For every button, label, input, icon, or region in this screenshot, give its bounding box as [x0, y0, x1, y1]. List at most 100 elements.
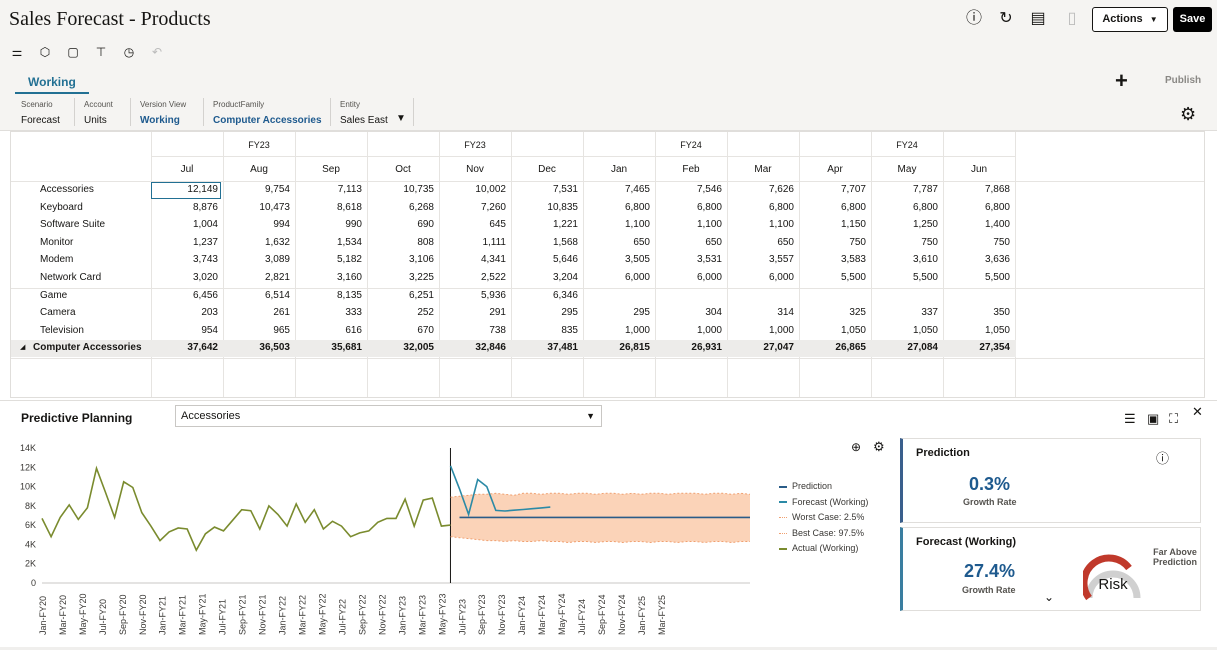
- grid-cell[interactable]: 750: [993, 237, 1010, 248]
- grid-cell[interactable]: 37,642: [187, 342, 218, 353]
- pov-scenario[interactable]: Scenario Forecast: [21, 100, 60, 128]
- grid-cell[interactable]: 3,225: [408, 272, 434, 283]
- pov-entity[interactable]: Entity Sales East: [340, 100, 388, 128]
- grid-cell[interactable]: 670: [417, 325, 434, 336]
- pov-product-family[interactable]: ProductFamily Computer Accessories: [213, 100, 322, 128]
- grid-cell[interactable]: 5,500: [912, 272, 938, 283]
- grid-cell[interactable]: 27,047: [763, 342, 794, 353]
- grid-cell[interactable]: 26,865: [835, 342, 866, 353]
- grid-cell[interactable]: 7,113: [337, 184, 362, 195]
- grid-cell[interactable]: 295: [561, 307, 578, 318]
- zoom-icon[interactable]: ⊕: [851, 440, 862, 454]
- row-header[interactable]: Game: [40, 290, 68, 301]
- grid-cell[interactable]: 7,465: [624, 184, 650, 195]
- close-icon[interactable]: ✕: [1192, 404, 1203, 419]
- grid-cell[interactable]: 6,800: [912, 202, 938, 213]
- grid-cell[interactable]: 1,150: [840, 219, 866, 230]
- grid-cell[interactable]: 36,503: [259, 342, 290, 353]
- grid-cell[interactable]: 1,050: [912, 325, 938, 336]
- publish-button[interactable]: Publish: [1165, 75, 1202, 86]
- grid-cell[interactable]: 26,931: [691, 342, 722, 353]
- hierarchy-icon[interactable]: ⊤: [95, 45, 107, 59]
- grid-cell[interactable]: 738: [489, 325, 506, 336]
- grid-cell[interactable]: 350: [993, 307, 1010, 318]
- grid-cell[interactable]: 252: [417, 307, 434, 318]
- grid-cell[interactable]: 6,456: [192, 290, 218, 301]
- grid-cell[interactable]: 3,106: [408, 254, 434, 265]
- grid-cell[interactable]: 1,100: [768, 219, 794, 230]
- grid-cell[interactable]: 6,000: [696, 272, 722, 283]
- grid-cell[interactable]: 6,800: [624, 202, 650, 213]
- grid-cell[interactable]: 1,250: [912, 219, 938, 230]
- grid-cell[interactable]: 7,531: [552, 184, 578, 195]
- undo-icon[interactable]: ↶: [151, 45, 163, 59]
- history-icon[interactable]: ◷: [123, 45, 135, 59]
- clipboard-icon[interactable]: ▣: [1147, 411, 1160, 426]
- grid-cell[interactable]: 6,800: [768, 202, 794, 213]
- expand-icon[interactable]: ⛶: [1169, 411, 1179, 426]
- grid-cell[interactable]: 2,821: [264, 272, 290, 283]
- row-header[interactable]: Modem: [40, 254, 74, 265]
- menu-icon[interactable]: ☰: [1124, 411, 1136, 426]
- row-header[interactable]: Network Card: [40, 272, 102, 283]
- grid-cell[interactable]: 650: [705, 237, 722, 248]
- grid-cell[interactable]: 3,505: [624, 254, 650, 265]
- grid-cell[interactable]: 7,868: [984, 184, 1010, 195]
- grid-cell[interactable]: 6,800: [984, 202, 1010, 213]
- grid-cell[interactable]: 1,111: [482, 237, 506, 248]
- save-button[interactable]: Save: [1173, 7, 1212, 32]
- cube-icon[interactable]: ⬡: [39, 45, 51, 59]
- grid-cell[interactable]: 325: [849, 307, 866, 318]
- grid-cell[interactable]: 32,005: [403, 342, 434, 353]
- grid-cell[interactable]: 333: [345, 307, 362, 318]
- row-header[interactable]: Television: [40, 325, 84, 336]
- grid-cell[interactable]: 12,149: [187, 184, 218, 195]
- grid-cell[interactable]: 6,346: [552, 290, 578, 301]
- grid-cell[interactable]: 4,341: [480, 254, 506, 265]
- comment-icon[interactable]: ▢: [67, 45, 79, 59]
- grid-cell[interactable]: 1,050: [840, 325, 866, 336]
- grid-cell[interactable]: 6,000: [768, 272, 794, 283]
- grid-cell[interactable]: 8,618: [336, 202, 362, 213]
- pov-account[interactable]: Account Units: [84, 100, 113, 128]
- grid-cell[interactable]: 1,632: [264, 237, 290, 248]
- grid-cell[interactable]: 27,354: [979, 342, 1010, 353]
- grid-cell[interactable]: 5,182: [336, 254, 362, 265]
- grid-cell[interactable]: 835: [561, 325, 578, 336]
- grid-cell[interactable]: 8,876: [192, 202, 218, 213]
- grid-cell[interactable]: 1,100: [696, 219, 722, 230]
- grid-cell[interactable]: 7,707: [840, 184, 866, 195]
- row-header[interactable]: Keyboard: [40, 202, 83, 213]
- grid-cell[interactable]: 304: [705, 307, 722, 318]
- grid-cell[interactable]: 1,100: [624, 219, 650, 230]
- grid-cell[interactable]: 261: [273, 307, 290, 318]
- grid-cell[interactable]: 7,787: [912, 184, 938, 195]
- grid-cell[interactable]: 1,534: [336, 237, 362, 248]
- grid-cell[interactable]: 1,568: [552, 237, 578, 248]
- grid-cell[interactable]: 32,846: [475, 342, 506, 353]
- grid-cell[interactable]: 3,636: [984, 254, 1010, 265]
- grid-cell[interactable]: 6,800: [840, 202, 866, 213]
- grid-cell[interactable]: 3,557: [768, 254, 794, 265]
- grid-cell[interactable]: 6,514: [264, 290, 290, 301]
- panel-toggle-icon[interactable]: ▯: [1067, 10, 1077, 27]
- refresh-icon[interactable]: ↻: [999, 10, 1013, 27]
- add-icon[interactable]: +: [1115, 68, 1128, 93]
- grid-cell[interactable]: 1,237: [192, 237, 218, 248]
- grid-cell[interactable]: 808: [417, 237, 434, 248]
- grid-cell[interactable]: 3,020: [192, 272, 218, 283]
- grid-cell[interactable]: 337: [921, 307, 938, 318]
- row-header[interactable]: Computer Accessories: [33, 342, 142, 353]
- grid-cell[interactable]: 1,004: [192, 219, 218, 230]
- grid-cell[interactable]: 291: [489, 307, 506, 318]
- grid-cell[interactable]: 10,002: [475, 184, 506, 195]
- grid-cell[interactable]: 10,735: [403, 184, 434, 195]
- grid-cell[interactable]: 10,473: [259, 202, 290, 213]
- grid-cell[interactable]: 3,583: [840, 254, 866, 265]
- grid-cell[interactable]: 750: [849, 237, 866, 248]
- grid-cell[interactable]: 8,135: [336, 290, 362, 301]
- info-icon[interactable]: ⓘ: [1156, 451, 1170, 466]
- member-select[interactable]: Accessories ▼: [175, 405, 602, 427]
- grid-cell[interactable]: 26,815: [619, 342, 650, 353]
- grid-cell[interactable]: 1,400: [984, 219, 1010, 230]
